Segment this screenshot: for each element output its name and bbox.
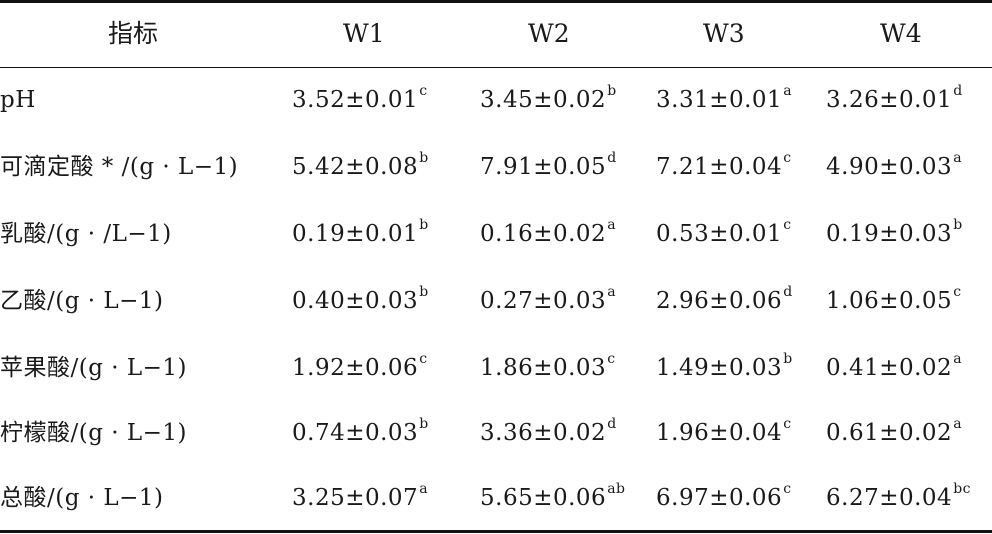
table-row: pH 3.52±0.01c 3.45±0.02b 3.31±0.01a 3.26… bbox=[0, 80, 992, 120]
value-cell: 2.96±0.06d bbox=[656, 284, 793, 314]
value-cell: 3.36±0.02d bbox=[480, 416, 617, 446]
value-cell: 1.86±0.03c bbox=[480, 351, 616, 381]
header-w4: W4 bbox=[880, 19, 922, 48]
header-w1: W1 bbox=[343, 19, 385, 48]
value-cell: 0.27±0.03a bbox=[480, 284, 617, 314]
table-row: 苹果酸/(g · L−1) 1.92±0.06c 1.86±0.03c 1.49… bbox=[0, 348, 992, 388]
significance-letter: c bbox=[419, 351, 428, 368]
value-cell: 3.45±0.02b bbox=[480, 83, 617, 113]
significance-letter: a bbox=[419, 481, 429, 498]
header-w3: W3 bbox=[703, 19, 745, 48]
table-row: 总酸/(g · L−1) 3.25±0.07a 5.65±0.06ab 6.97… bbox=[0, 478, 992, 518]
value-cell: 3.25±0.07a bbox=[292, 481, 429, 511]
significance-letter: a bbox=[783, 83, 793, 100]
value-cell: 3.52±0.01c bbox=[292, 83, 428, 113]
significance-letter: b bbox=[783, 351, 793, 368]
value-cell: 1.96±0.04c bbox=[656, 416, 792, 446]
row-label: 柠檬酸/(g · L−1) bbox=[0, 420, 188, 446]
value-cell: 4.90±0.03a bbox=[826, 150, 963, 180]
value-cell: 3.31±0.01a bbox=[656, 83, 793, 113]
value-cell: 0.53±0.01c bbox=[656, 217, 792, 247]
table-row: 乙酸/(g · L−1) 0.40±0.03b 0.27±0.03a 2.96±… bbox=[0, 281, 992, 321]
table-bottom-rule bbox=[0, 530, 992, 533]
value-cell: 1.92±0.06c bbox=[292, 351, 428, 381]
row-label: 乙酸/(g · L−1) bbox=[0, 288, 164, 314]
significance-letter: c bbox=[783, 416, 792, 433]
significance-letter: b bbox=[607, 83, 617, 100]
significance-letter: b bbox=[419, 150, 429, 167]
value-cell: 0.41±0.02a bbox=[826, 351, 963, 381]
value-cell: 6.27±0.04bc bbox=[826, 481, 972, 511]
value-cell: 5.42±0.08b bbox=[292, 150, 429, 180]
significance-letter: b bbox=[419, 416, 429, 433]
value-cell: 0.40±0.03b bbox=[292, 284, 429, 314]
value-cell: 0.16±0.02a bbox=[480, 217, 617, 247]
significance-letter: d bbox=[783, 284, 793, 301]
value-cell: 0.19±0.03b bbox=[826, 217, 963, 247]
value-cell: 7.91±0.05d bbox=[480, 150, 617, 180]
significance-letter: ab bbox=[607, 481, 626, 498]
header-indicator: 指标 bbox=[108, 19, 159, 48]
row-label: pH bbox=[0, 87, 36, 113]
row-label: 乳酸/(g · /L−1) bbox=[0, 221, 172, 247]
significance-letter: a bbox=[607, 284, 617, 301]
significance-letter: c bbox=[607, 351, 616, 368]
significance-letter: c bbox=[783, 217, 792, 234]
significance-letter: b bbox=[419, 217, 429, 234]
value-cell: 0.19±0.01b bbox=[292, 217, 429, 247]
value-cell: 7.21±0.04c bbox=[656, 150, 792, 180]
value-cell: 0.74±0.03b bbox=[292, 416, 429, 446]
significance-letter: c bbox=[419, 83, 428, 100]
significance-letter: a bbox=[607, 217, 617, 234]
significance-letter: d bbox=[607, 150, 617, 167]
significance-letter: a bbox=[953, 150, 963, 167]
significance-letter: c bbox=[783, 481, 792, 498]
table-row: 可滴定酸 * /(g · L−1) 5.42±0.08b 7.91±0.05d … bbox=[0, 147, 992, 187]
significance-letter: a bbox=[953, 351, 963, 368]
row-label: 苹果酸/(g · L−1) bbox=[0, 355, 188, 381]
significance-letter: d bbox=[607, 416, 617, 433]
table-header-rule bbox=[0, 67, 992, 68]
significance-letter: c bbox=[953, 284, 962, 301]
significance-letter: bc bbox=[953, 481, 972, 498]
value-cell: 6.97±0.06c bbox=[656, 481, 792, 511]
row-label: 总酸/(g · L−1) bbox=[0, 485, 164, 511]
table-row: 乳酸/(g · /L−1) 0.19±0.01b 0.16±0.02a 0.53… bbox=[0, 214, 992, 254]
table-row: 柠檬酸/(g · L−1) 0.74±0.03b 3.36±0.02d 1.96… bbox=[0, 413, 992, 453]
significance-letter: c bbox=[783, 150, 792, 167]
table-top-rule bbox=[0, 0, 992, 3]
significance-letter: a bbox=[953, 416, 963, 433]
value-cell: 1.06±0.05c bbox=[826, 284, 962, 314]
header-w2: W2 bbox=[528, 19, 570, 48]
value-cell: 1.49±0.03b bbox=[656, 351, 793, 381]
significance-letter: b bbox=[419, 284, 429, 301]
value-cell: 0.61±0.02a bbox=[826, 416, 963, 446]
significance-letter: b bbox=[953, 217, 963, 234]
row-label: 可滴定酸 * /(g · L−1) bbox=[0, 154, 239, 180]
value-cell: 3.26±0.01d bbox=[826, 83, 963, 113]
significance-letter: d bbox=[953, 83, 963, 100]
value-cell: 5.65±0.06ab bbox=[480, 481, 626, 511]
